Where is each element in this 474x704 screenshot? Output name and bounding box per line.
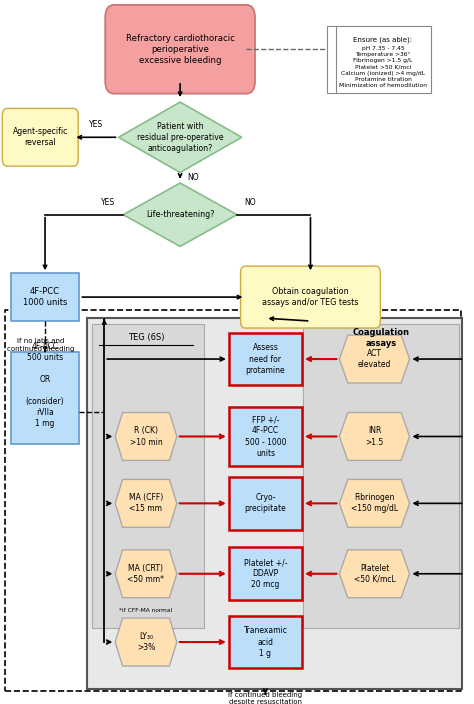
Bar (228, 333, 302, 386)
Text: FFP +/-
4F-PCC
500 - 1000
units: FFP +/- 4F-PCC 500 - 1000 units (245, 415, 286, 458)
Text: If continued bleeding
despite resuscitation: If continued bleeding despite resuscitat… (228, 691, 302, 704)
Bar (228, 615, 302, 669)
Bar (228, 406, 302, 466)
Text: MA (CFF)
<15 mm: MA (CFF) <15 mm (129, 494, 163, 513)
Text: INR
>1.5: INR >1.5 (365, 427, 383, 446)
Bar (87, 318, 462, 689)
Text: ACT
elevated: ACT elevated (358, 349, 391, 369)
Polygon shape (115, 550, 177, 598)
Polygon shape (115, 479, 177, 527)
Polygon shape (339, 335, 410, 383)
Text: MA (CRT)
<50 mm*: MA (CRT) <50 mm* (128, 564, 164, 584)
Polygon shape (339, 479, 410, 527)
Bar (11, 273, 79, 321)
Text: Obtain coagulation
assays and/or TEG tests: Obtain coagulation assays and/or TEG tes… (262, 287, 359, 307)
Text: NO: NO (188, 172, 199, 182)
Text: YES: YES (101, 198, 115, 206)
FancyBboxPatch shape (241, 266, 380, 328)
Text: Assess
need for
protamine: Assess need for protamine (246, 344, 285, 375)
FancyBboxPatch shape (2, 108, 78, 166)
Text: R (CK)
>10 min: R (CK) >10 min (129, 427, 163, 446)
Text: Platelet +/-
DDAVP
20 mcg: Platelet +/- DDAVP 20 mcg (244, 558, 287, 589)
Text: Coagulation
assays: Coagulation assays (353, 328, 410, 348)
Text: LY₃₀
>3%: LY₃₀ >3% (137, 632, 155, 652)
Text: Tranexamic
acid
1 g: Tranexamic acid 1 g (244, 627, 287, 658)
Text: 4F-PCC
500 units

OR

(consider)
rVIIa
1 mg: 4F-PCC 500 units OR (consider) rVIIa 1 m… (26, 341, 64, 429)
Text: Agent-specific
reversal: Agent-specific reversal (13, 127, 68, 147)
Text: Cryo-
precipitate: Cryo- precipitate (245, 494, 286, 513)
Polygon shape (115, 618, 177, 666)
Text: Life-threatening?: Life-threatening? (146, 210, 214, 219)
Bar (92, 324, 204, 628)
Polygon shape (115, 413, 177, 460)
Bar (303, 324, 459, 628)
Text: Refractory cardiothoracic
perioperative
excessive bleeding: Refractory cardiothoracic perioperative … (126, 34, 235, 65)
Text: NO: NO (245, 198, 256, 206)
Polygon shape (339, 413, 410, 460)
Polygon shape (123, 183, 237, 246)
Polygon shape (339, 550, 410, 598)
Bar (11, 352, 79, 444)
Text: If no labs and
continued bleeding: If no labs and continued bleeding (7, 338, 74, 352)
FancyBboxPatch shape (105, 5, 255, 94)
Text: TEG (6S): TEG (6S) (128, 334, 164, 342)
Text: 4F-PCC
1000 units: 4F-PCC 1000 units (23, 287, 67, 307)
Bar (228, 548, 302, 600)
Polygon shape (118, 102, 242, 172)
Text: *if CFF-MA normal: *if CFF-MA normal (119, 608, 173, 613)
Text: Fibrinogen
<150 mg/dL: Fibrinogen <150 mg/dL (351, 494, 398, 513)
Text: Ensure (as able):: Ensure (as able): (354, 37, 412, 44)
Text: YES: YES (89, 120, 103, 129)
Text: Platelet
<50 K/mcL: Platelet <50 K/mcL (354, 564, 395, 584)
Bar (228, 477, 302, 530)
Text: pH 7.35 - 7.45
Temperature >36°
Fibrinogen >1.5 g/L
Platelet >50 K/mcl
Calcium (: pH 7.35 - 7.45 Temperature >36° Fibrinog… (339, 46, 427, 88)
Bar (327, 26, 431, 93)
Text: Patient with
residual pre-operative
anticoagulation?: Patient with residual pre-operative anti… (137, 122, 223, 153)
